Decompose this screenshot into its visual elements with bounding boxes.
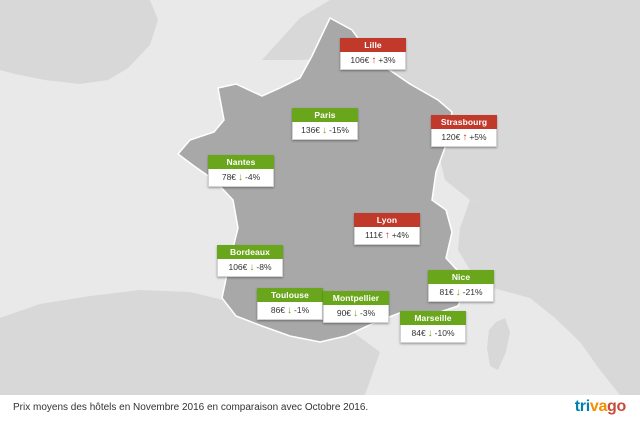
city-name: Nice xyxy=(428,270,494,284)
price-row: 81€ ↓ -21% xyxy=(428,284,494,302)
land-italy xyxy=(458,172,640,395)
change: -4% xyxy=(245,172,261,182)
trend-down-arrow-icon: ↓ xyxy=(287,305,293,316)
city-name: Montpellier xyxy=(323,291,389,305)
price-row: 136€ ↓ -15% xyxy=(292,122,358,140)
city-name: Lyon xyxy=(354,213,420,227)
price: 106€ xyxy=(350,55,370,65)
price-row: 106€ ↑ +3% xyxy=(340,52,406,70)
city-card-nice: Nice 81€ ↓ -21% xyxy=(428,270,494,302)
city-name: Strasbourg xyxy=(431,115,497,129)
city-name: Bordeaux xyxy=(217,245,283,259)
city-card-toulouse: Toulouse 86€ ↓ -1% xyxy=(257,288,323,320)
change: +4% xyxy=(391,230,409,240)
change: -1% xyxy=(294,305,310,315)
city-name: Marseille xyxy=(400,311,466,325)
city-card-lyon: Lyon 111€ ↑ +4% xyxy=(354,213,420,245)
change: +5% xyxy=(469,132,487,142)
city-name: Lille xyxy=(340,38,406,52)
price: 120€ xyxy=(441,132,461,142)
trend-up-arrow-icon: ↑ xyxy=(371,55,377,66)
caption: Prix moyens des hôtels en Novembre 2016 … xyxy=(13,402,369,413)
trend-down-arrow-icon: ↓ xyxy=(322,125,328,136)
map-graphic xyxy=(0,0,640,395)
logo-part-va: va xyxy=(589,398,608,415)
trivago-logo: trivago xyxy=(574,398,627,416)
trend-down-arrow-icon: ↓ xyxy=(238,172,244,183)
price-row: 78€ ↓ -4% xyxy=(208,169,274,187)
city-card-bordeaux: Bordeaux 106€ ↓ -8% xyxy=(217,245,283,277)
price: 106€ xyxy=(228,262,248,272)
trend-up-arrow-icon: ↑ xyxy=(384,230,390,241)
price: 111€ xyxy=(365,230,383,240)
price: 136€ xyxy=(301,125,321,135)
price-row: 111€ ↑ +4% xyxy=(354,227,420,245)
price-row: 106€ ↓ -8% xyxy=(217,259,283,277)
city-name: Paris xyxy=(292,108,358,122)
price: 81€ xyxy=(439,287,454,297)
price: 78€ xyxy=(221,172,237,182)
price-row: 84€ ↓ -10% xyxy=(400,325,466,343)
price-row: 120€ ↑ +5% xyxy=(431,129,497,147)
change: -8% xyxy=(256,262,272,272)
price: 86€ xyxy=(270,305,286,315)
city-name: Nantes xyxy=(208,155,274,169)
change: -21% xyxy=(462,287,483,297)
city-card-paris: Paris 136€ ↓ -15% xyxy=(292,108,358,140)
change: -3% xyxy=(360,308,376,318)
city-card-marseille: Marseille 84€ ↓ -10% xyxy=(400,311,466,343)
land-corsica xyxy=(487,318,510,370)
city-card-montpellier: Montpellier 90€ ↓ -3% xyxy=(323,291,389,323)
price-row: 86€ ↓ -1% xyxy=(257,302,323,320)
city-name: Toulouse xyxy=(257,288,323,302)
logo-part-go: go xyxy=(607,398,626,415)
map xyxy=(0,0,640,395)
change: -10% xyxy=(434,328,455,338)
trend-up-arrow-icon: ↑ xyxy=(462,132,468,143)
land-united-kingdom xyxy=(0,0,158,84)
trend-down-arrow-icon: ↓ xyxy=(455,287,461,298)
city-card-lille: Lille 106€ ↑ +3% xyxy=(340,38,406,70)
trend-down-arrow-icon: ↓ xyxy=(427,328,433,339)
logo-part-tri: tri xyxy=(574,398,590,415)
trend-down-arrow-icon: ↓ xyxy=(249,262,255,273)
city-card-nantes: Nantes 78€ ↓ -4% xyxy=(208,155,274,187)
price-row: 90€ ↓ -3% xyxy=(323,305,389,323)
price: 84€ xyxy=(411,328,426,338)
price: 90€ xyxy=(336,308,352,318)
change: +3% xyxy=(378,55,396,65)
trend-down-arrow-icon: ↓ xyxy=(353,308,359,319)
change: -15% xyxy=(329,125,349,135)
city-card-strasbourg: Strasbourg 120€ ↑ +5% xyxy=(431,115,497,147)
